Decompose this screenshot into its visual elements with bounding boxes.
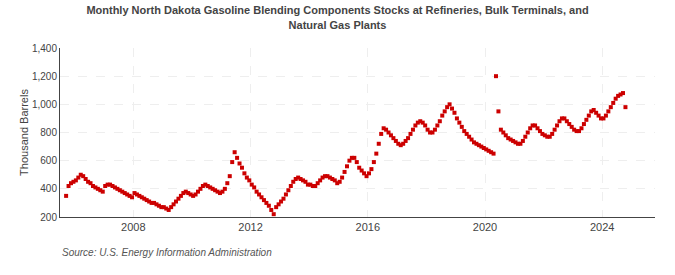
svg-text:200: 200 <box>40 212 57 223</box>
svg-text:2008: 2008 <box>121 221 145 233</box>
svg-text:2024: 2024 <box>590 221 614 233</box>
svg-text:400: 400 <box>40 183 57 194</box>
svg-text:600: 600 <box>40 155 57 166</box>
svg-text:Thousand Barrels: Thousand Barrels <box>18 89 30 176</box>
svg-text:Monthly North Dakota Gasoline: Monthly North Dakota Gasoline Blending C… <box>86 4 588 30</box>
svg-text:2012: 2012 <box>238 221 262 233</box>
svg-text:Source: U.S. Energy Informatio: Source: U.S. Energy Information Administ… <box>62 247 272 258</box>
svg-text:800: 800 <box>40 127 57 138</box>
svg-text:1,000: 1,000 <box>32 99 57 110</box>
svg-text:1,200: 1,200 <box>32 71 57 82</box>
svg-text:2016: 2016 <box>356 221 380 233</box>
svg-text:2020: 2020 <box>473 221 497 233</box>
svg-text:1,400: 1,400 <box>32 43 57 54</box>
